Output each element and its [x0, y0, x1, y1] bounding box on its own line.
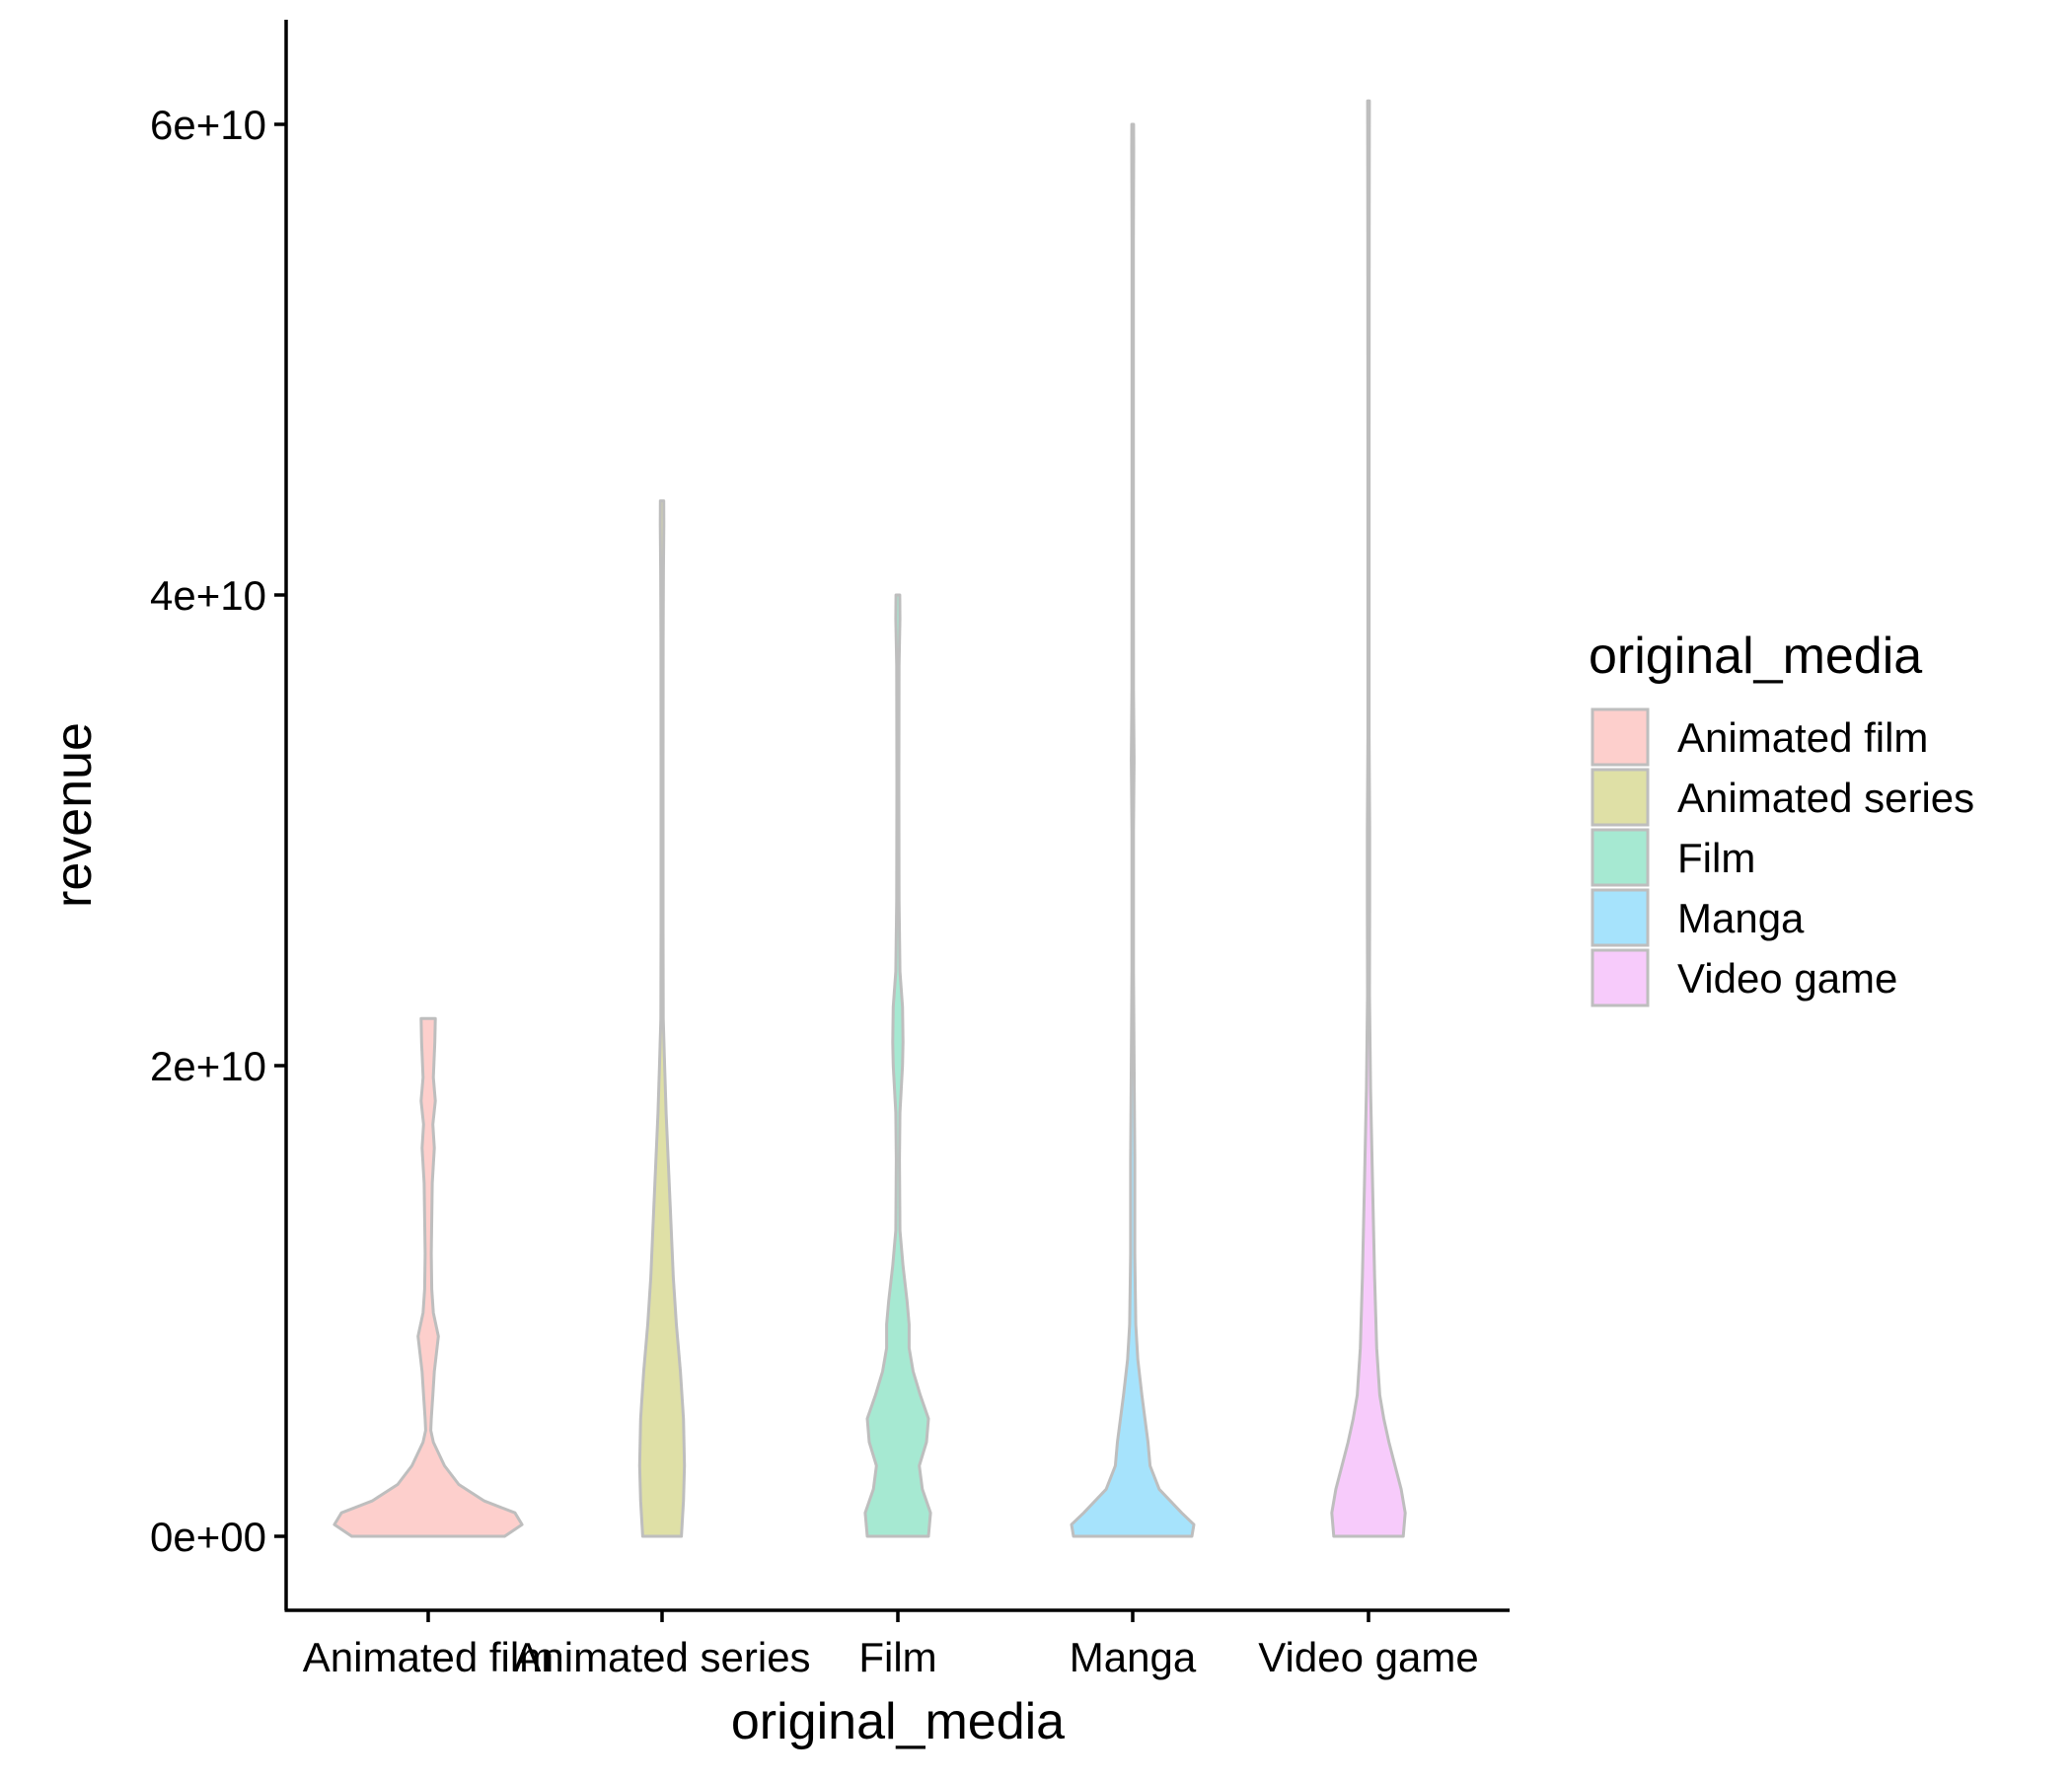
- violin-video-game: [1330, 99, 1407, 1538]
- y-tick-label: 2e+10: [150, 1043, 266, 1089]
- legend-items: Animated film Animated series Film Manga Vid…: [1591, 707, 1974, 1007]
- y-tick-label: 0e+00: [150, 1514, 266, 1560]
- y-axis-ticks: 0e+00 2e+10 4e+10 6e+10: [150, 102, 286, 1560]
- legend-swatch: [1591, 888, 1650, 947]
- violin-animated-film: [333, 1016, 524, 1538]
- legend: original_media Animated film Animated ser…: [1589, 628, 1974, 1007]
- x-axis-title: original_media: [731, 1693, 1065, 1750]
- x-tick-label: Video game: [1258, 1634, 1478, 1680]
- legend-swatch: [1591, 768, 1650, 827]
- violin-film: [863, 593, 932, 1538]
- violins-layer: [333, 99, 1407, 1538]
- legend-label: Manga: [1677, 895, 1805, 941]
- x-tick-label: Manga: [1070, 1634, 1197, 1680]
- legend-label: Animated series: [1677, 775, 1974, 821]
- legend-label: Film: [1677, 835, 1755, 881]
- y-tick-label: 6e+10: [150, 102, 266, 148]
- legend-swatch: [1591, 948, 1650, 1007]
- legend-label: Video game: [1677, 955, 1897, 1002]
- legend-swatch: [1591, 707, 1650, 767]
- legend-title: original_media: [1589, 628, 1922, 685]
- y-tick-label: 4e+10: [150, 572, 266, 619]
- violin-animated-series: [637, 499, 687, 1538]
- y-axis-title: revenue: [45, 722, 103, 908]
- legend-label: Animated film: [1677, 714, 1928, 761]
- x-tick-label: Animated film: [303, 1634, 554, 1680]
- legend-swatch: [1591, 828, 1650, 887]
- x-tick-label: Film: [858, 1634, 936, 1680]
- violin-manga: [1070, 122, 1196, 1538]
- x-tick-label: Animated series: [513, 1634, 810, 1680]
